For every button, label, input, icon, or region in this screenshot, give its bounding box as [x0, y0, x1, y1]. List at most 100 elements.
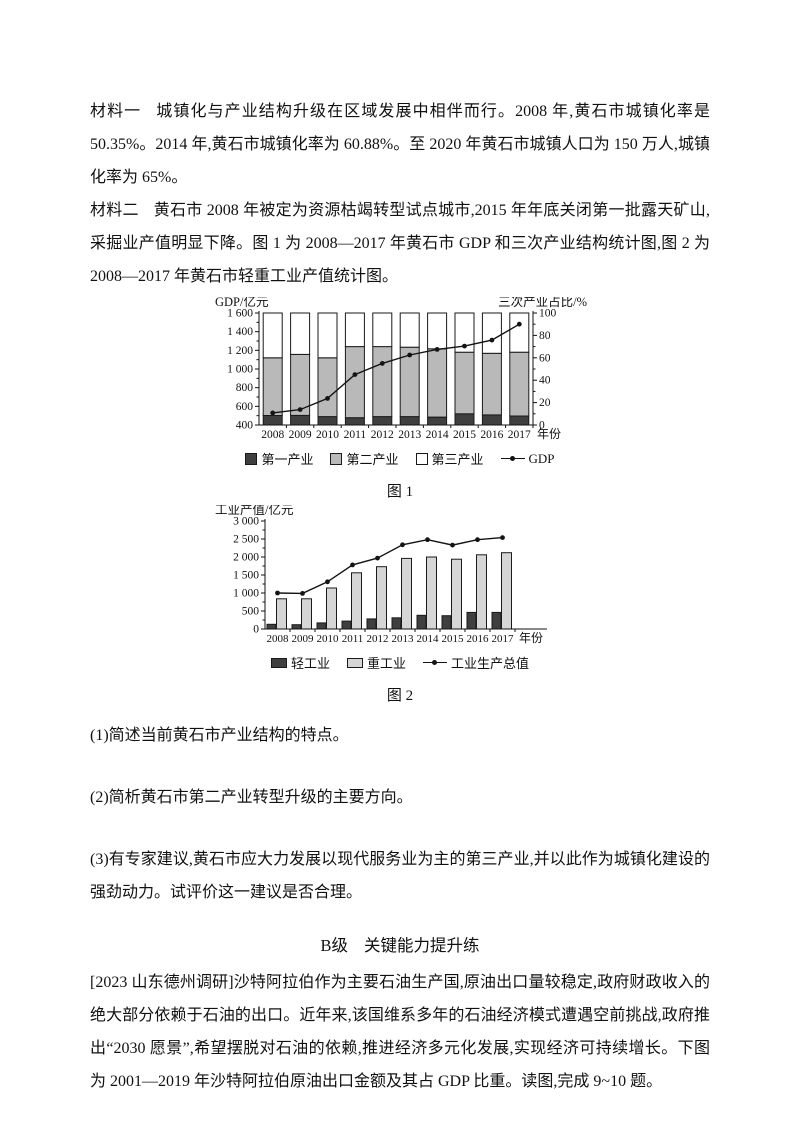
data-point-marker	[407, 352, 413, 358]
x-axis-year-label: 2013	[392, 633, 415, 645]
legend-line-marker	[423, 659, 447, 665]
x-axis-year-label: 2017	[508, 429, 531, 441]
data-point-marker	[462, 343, 467, 349]
bar-segment	[317, 416, 338, 426]
x-axis-year-label: 2009	[289, 429, 312, 441]
figure-1: 400 600 800 1 000 1 200 1 400 1 600 0 20 40 60 80 10…	[211, 297, 589, 501]
figure-1-caption: 图 1	[386, 484, 414, 500]
bar-segment	[341, 620, 352, 630]
right-axis-tick-label: 40	[539, 375, 551, 387]
bar-segment	[266, 623, 277, 630]
bar-segment	[454, 351, 475, 415]
legend-item-1-2: 第二产业	[330, 449, 399, 468]
bar-segment	[262, 357, 283, 416]
x-axis-year-label: 2016	[467, 633, 490, 645]
bar-segment	[276, 598, 287, 630]
data-point-marker	[300, 591, 305, 596]
material-2-paragraph: 材料二 黄石市 2008 年被定为资源枯竭转型试点城市,2015 年年底关闭第一批…	[90, 194, 710, 293]
x-axis-year-label: 2015	[453, 429, 476, 441]
data-point-marker	[500, 535, 505, 540]
bar-segment	[509, 415, 530, 426]
x-axis-title: 年份	[537, 427, 561, 441]
legend-label: 工业生产总值	[451, 656, 530, 671]
bar-segment	[316, 622, 327, 630]
figure-2-legend: 轻工业 重工业 工业生产总值	[211, 653, 589, 672]
x-axis-year-label: 2010	[316, 429, 339, 441]
right-axis-tick-label: 60	[539, 352, 551, 364]
gdp-industry-structure-chart: 400 600 800 1 000 1 200 1 400 1 600 0 20 40 60 80 10…	[215, 297, 587, 441]
bar-segment	[344, 417, 365, 426]
figure-2-caption: 图 2	[386, 688, 414, 704]
legend-swatch	[330, 452, 343, 465]
bar-segment	[301, 598, 312, 630]
bar-segment	[372, 416, 393, 426]
data-point-marker	[425, 537, 430, 543]
x-axis-year-label: 2008	[267, 633, 290, 645]
left-axis-title: GDP/亿元	[215, 297, 268, 309]
bar-segment	[481, 312, 502, 354]
left-axis-tick-label: 1 500	[233, 570, 259, 582]
legend-swatch	[346, 657, 363, 668]
legend-item-1-4: GDP	[500, 450, 555, 467]
legend-item-2-2: 重工业	[346, 653, 406, 672]
material-1-text: 城镇化与产业结构升级在区域发展中相伴而行。2008 年,黄石市城镇化率是 50.…	[90, 103, 710, 186]
x-axis-year-label: 2009	[292, 633, 315, 645]
left-axis-tick-label: 1 400	[227, 326, 253, 338]
bar-segment	[481, 352, 502, 416]
left-axis-tick-label: 2 500	[233, 534, 259, 546]
legend-label: GDP	[528, 450, 555, 466]
legend-item-1-3: 第三产业	[415, 449, 484, 468]
legend-label: 第一产业	[261, 452, 314, 467]
bar-segment	[344, 312, 365, 348]
data-point-marker	[352, 372, 358, 377]
right-axis-tick-label: 100	[539, 308, 557, 320]
legend-label: 重工业	[366, 656, 406, 671]
bar-segment	[262, 415, 283, 426]
bar-segment	[326, 587, 337, 630]
bar-segment	[454, 413, 475, 426]
bar-segment	[427, 416, 448, 426]
bar-segment	[491, 611, 502, 630]
data-point-marker	[297, 407, 303, 412]
axes-group: 400 600 800 1 000 1 200 1 400 1 600 0 20 40 60 80 10…	[215, 297, 587, 441]
data-point-marker	[350, 562, 355, 568]
legend-swatch	[415, 452, 428, 465]
bar-segment	[399, 312, 420, 348]
data-point-marker	[400, 542, 405, 548]
legend-label: 第二产业	[346, 452, 399, 467]
data-point-marker	[325, 579, 330, 585]
bar-segment	[441, 615, 452, 630]
figure-1-legend: 第一产业 第二产业 第三产业 GDP	[211, 449, 589, 468]
bar-segment	[416, 614, 427, 630]
bar-segment	[509, 351, 530, 417]
bar-segment	[366, 618, 377, 630]
data-point-marker	[375, 555, 380, 561]
legend-item-1-1: 第一产业	[245, 449, 313, 468]
left-axis-title: 工业产值/亿元	[215, 505, 293, 517]
left-axis-tick-label: 400	[236, 420, 254, 432]
question-1: (1)简述当前黄石市产业结构的特点。	[90, 727, 349, 744]
bar-segment	[401, 557, 412, 630]
left-axis-tick-label: 1 000	[227, 364, 253, 376]
bar-segment	[427, 348, 448, 418]
left-axis-tick-label: 500	[242, 606, 260, 618]
section-level: B级	[320, 936, 348, 955]
legend-label: 第三产业	[431, 452, 484, 467]
x-axis-title: 年份	[519, 631, 543, 645]
legend-item-2-3: 工业生产总值	[423, 653, 529, 672]
data-point-marker	[270, 410, 276, 416]
x-axis-year-label: 2017	[492, 633, 515, 645]
data-point-marker	[434, 347, 440, 352]
bar-segment	[372, 312, 393, 348]
bar-segment	[344, 346, 365, 419]
material-2-label: 材料二	[90, 202, 139, 219]
x-axis-year-label: 2011	[344, 429, 367, 441]
bar-segment	[426, 556, 437, 630]
question-3: (3)有专家建议,黄石市应大力发展以现代服务业为主的第三产业,并以此作为城镇化建…	[90, 851, 710, 901]
data-point-marker	[275, 590, 280, 596]
x-axis-year-label: 2012	[367, 633, 389, 645]
section-header: B级 关键能力提升练	[90, 932, 710, 956]
bar-segment	[454, 312, 475, 353]
